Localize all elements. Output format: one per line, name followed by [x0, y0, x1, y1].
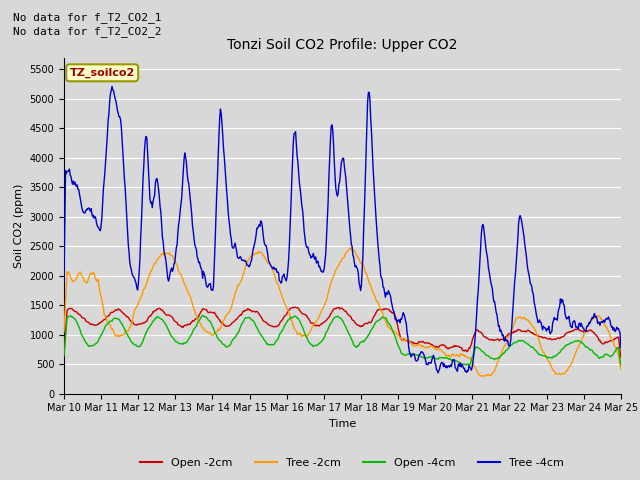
Y-axis label: Soil CO2 (ppm): Soil CO2 (ppm) — [14, 183, 24, 268]
Legend: Open -2cm, Tree -2cm, Open -4cm, Tree -4cm: Open -2cm, Tree -2cm, Open -4cm, Tree -4… — [136, 453, 568, 472]
X-axis label: Time: Time — [329, 419, 356, 429]
Text: No data for f_T2_CO2_1: No data for f_T2_CO2_1 — [13, 12, 161, 23]
Text: No data for f_T2_CO2_2: No data for f_T2_CO2_2 — [13, 26, 161, 37]
Title: Tonzi Soil CO2 Profile: Upper CO2: Tonzi Soil CO2 Profile: Upper CO2 — [227, 38, 458, 52]
Text: TZ_soilco2: TZ_soilco2 — [70, 68, 135, 78]
